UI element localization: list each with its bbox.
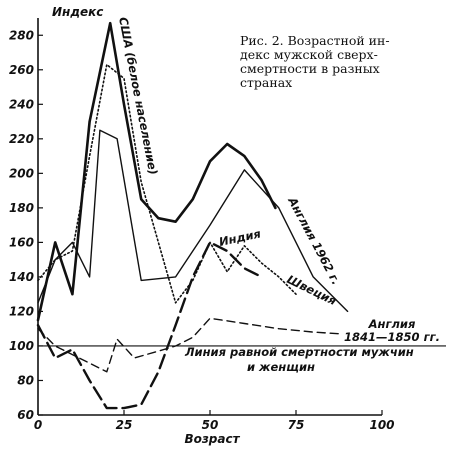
- series-label-4: 1841—1850 гг.: [344, 330, 440, 344]
- caption-line: странах: [240, 75, 293, 90]
- chart-series: [36, 21, 349, 410]
- reference-line-label: Линия равной смертности мужчин: [184, 345, 414, 359]
- x-axis-title: Возраст: [184, 432, 240, 446]
- y-tick-label: 240: [9, 97, 34, 111]
- y-tick-label: 140: [9, 270, 34, 284]
- figure-caption: Рис. 2. Возрастной ин- декс мужской свер…: [240, 34, 450, 90]
- y-tick-label: 200: [9, 166, 34, 180]
- y-tick-label: 180: [9, 201, 34, 215]
- series-label-4: Англия: [368, 317, 416, 331]
- series-line-1: [37, 129, 349, 313]
- series-label-3: Индия: [218, 226, 263, 249]
- y-axis-title: Индекс: [52, 5, 103, 19]
- y-tick-label: 60: [17, 408, 34, 422]
- chart-series-labels: США (белое население)Англия 1962 г.Швеци…: [116, 16, 440, 344]
- x-tick-label: 50: [202, 418, 219, 432]
- y-tick-label: 260: [9, 63, 34, 77]
- caption-line: Рис. 2. Возрастной ин-: [240, 33, 390, 48]
- x-tick-label: 75: [288, 418, 305, 432]
- series-line-4: [37, 317, 342, 373]
- series-line-0: [36, 21, 277, 322]
- series-line-3: [36, 241, 263, 410]
- y-tick-label: 220: [9, 132, 34, 146]
- y-tick-label: 280: [9, 28, 34, 42]
- y-tick-label: 160: [9, 235, 34, 249]
- caption-line: смертности в разных: [240, 61, 380, 76]
- caption-line: декс мужской сверх-: [240, 47, 378, 62]
- reference-line-label: и женщин: [247, 360, 315, 374]
- series-line-2: [37, 63, 297, 304]
- x-tick-label: 25: [116, 418, 133, 432]
- y-tick-label: 100: [9, 339, 34, 353]
- x-tick-label: 0: [34, 418, 42, 432]
- chart-ticks: 60 80 100 120 140 160 180 200 220 240 260 280 0 25 50 7…: [9, 28, 395, 432]
- y-tick-label: 80: [17, 373, 34, 387]
- y-tick-label: 120: [9, 304, 34, 318]
- x-tick-label: 100: [369, 418, 394, 432]
